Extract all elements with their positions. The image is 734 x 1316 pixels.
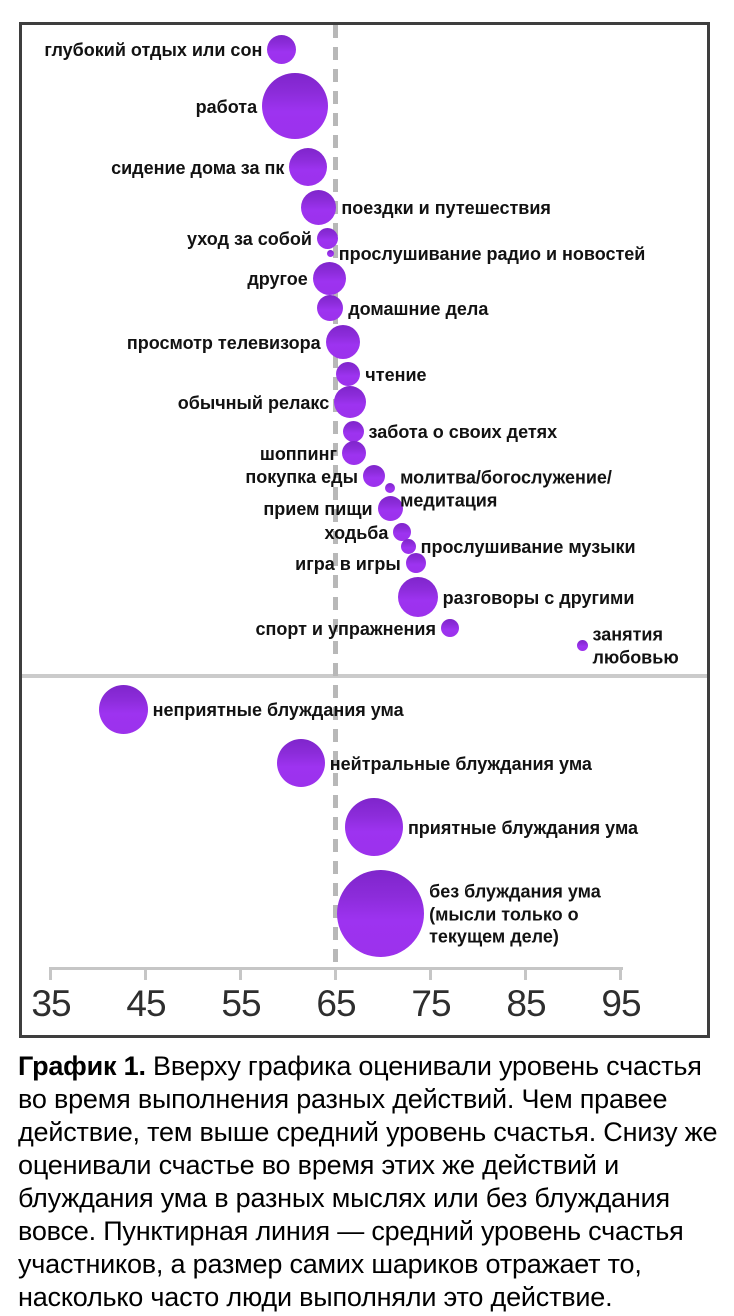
activities-label-16: ходьба bbox=[324, 522, 389, 543]
x-axis-tick-65 bbox=[334, 967, 337, 980]
mind-wandering-label-3: без блуждания ума (мысли только о текуще… bbox=[429, 881, 601, 947]
activities-label-3: поездки и путешествия bbox=[341, 197, 551, 218]
mind-wandering-bubble-2 bbox=[344, 798, 403, 856]
activities-label-5: прослушивание радио и новостей bbox=[338, 243, 646, 264]
x-axis-tick-label-75: 75 bbox=[411, 983, 451, 1024]
activities-bubble-8 bbox=[325, 325, 360, 359]
activities-label-19: разговоры с другими bbox=[442, 587, 635, 608]
activities-bubble-2 bbox=[289, 148, 328, 186]
activities-label-17: прослушивание музыки bbox=[420, 536, 636, 557]
activities-label-18: игра в игры bbox=[295, 553, 401, 574]
activities-label-6: другое bbox=[247, 268, 308, 289]
activities-label-8: просмотр телевизора bbox=[126, 332, 321, 353]
x-axis-tick-label-85: 85 bbox=[506, 983, 546, 1024]
x-axis-tick-75 bbox=[429, 967, 432, 980]
caption-text: Вверху графика оценивали уровень счастья… bbox=[18, 1051, 718, 1312]
activities-bubble-10 bbox=[334, 386, 367, 418]
activities-bubble-5 bbox=[326, 249, 334, 257]
activities-bubble-17 bbox=[400, 538, 416, 554]
activities-label-13: покупка еды bbox=[245, 466, 358, 487]
mind-wandering-bubble-3 bbox=[337, 869, 425, 957]
x-axis-tick-85 bbox=[524, 967, 527, 980]
activities-bubble-15 bbox=[377, 495, 403, 521]
section-separator bbox=[22, 674, 707, 678]
activities-label-7: домашние дела bbox=[348, 298, 489, 319]
activities-label-10: обычный релакс bbox=[177, 392, 330, 413]
mind-wandering-bubble-1 bbox=[276, 739, 325, 787]
x-axis-tick-label-55: 55 bbox=[221, 983, 261, 1024]
activities-bubble-13 bbox=[362, 465, 385, 487]
x-axis-tick-label-35: 35 bbox=[31, 983, 71, 1024]
x-axis-tick-45 bbox=[144, 967, 147, 980]
x-axis-tick-label-65: 65 bbox=[316, 983, 356, 1024]
activities-label-15: прием пищи bbox=[263, 498, 373, 519]
x-axis-tick-35 bbox=[49, 967, 52, 980]
activities-bubble-21 bbox=[576, 639, 588, 651]
activities-bubble-18 bbox=[405, 553, 426, 573]
x-axis-tick-95 bbox=[619, 967, 622, 980]
mind-wandering-bubble-0 bbox=[98, 684, 148, 734]
activities-bubble-19 bbox=[397, 577, 438, 617]
caption-figure-number: График 1. bbox=[18, 1051, 146, 1081]
activities-bubble-6 bbox=[312, 261, 346, 295]
activities-label-4: уход за собой bbox=[187, 228, 312, 249]
activities-label-2: сидение дома за пк bbox=[111, 157, 285, 178]
activities-bubble-3 bbox=[301, 189, 337, 225]
activities-bubble-20 bbox=[440, 619, 459, 637]
x-axis-tick-label-45: 45 bbox=[126, 983, 166, 1024]
activities-label-12: шоппинг bbox=[259, 443, 337, 464]
activities-label-1: работа bbox=[195, 96, 258, 117]
activities-label-9: чтение bbox=[365, 364, 427, 385]
activities-bubble-14 bbox=[385, 483, 396, 493]
activities-label-14: молитва/богослужение/медитация bbox=[400, 467, 612, 511]
chart-frame: 35 45 55 65 75 85 95 глубокий отдых или сон рабо… bbox=[19, 22, 710, 1038]
mind-wandering-label-1: нейтральные блуждания ума bbox=[329, 753, 592, 774]
x-axis-tick-label-95: 95 bbox=[601, 983, 641, 1024]
mind-wandering-label-0: неприятные блуждания ума bbox=[152, 699, 404, 720]
activities-bubble-7 bbox=[317, 295, 344, 321]
mean-dashed-line bbox=[332, 25, 338, 967]
caption: График 1. Вверху графика оценивали урове… bbox=[18, 1050, 722, 1314]
plot-area: 35 45 55 65 75 85 95 глубокий отдых или сон рабо… bbox=[22, 25, 707, 1035]
x-axis-tick-55 bbox=[239, 967, 242, 980]
activities-bubble-12 bbox=[342, 441, 366, 465]
activities-label-0: глубокий отдых или сон bbox=[44, 39, 263, 60]
activities-bubble-11 bbox=[342, 420, 364, 442]
activities-bubble-0 bbox=[267, 34, 297, 64]
mind-wandering-label-2: приятные блуждания ума bbox=[407, 817, 639, 838]
activities-label-11: забота о своих детях bbox=[368, 421, 558, 442]
activities-bubble-1 bbox=[262, 73, 329, 139]
activities-label-21: занятия любовью bbox=[592, 624, 679, 668]
activities-bubble-16 bbox=[393, 523, 412, 541]
activities-bubble-9 bbox=[336, 362, 361, 386]
activities-bubble-4 bbox=[316, 227, 338, 249]
activities-label-20: спорт и упражнения bbox=[255, 618, 436, 639]
